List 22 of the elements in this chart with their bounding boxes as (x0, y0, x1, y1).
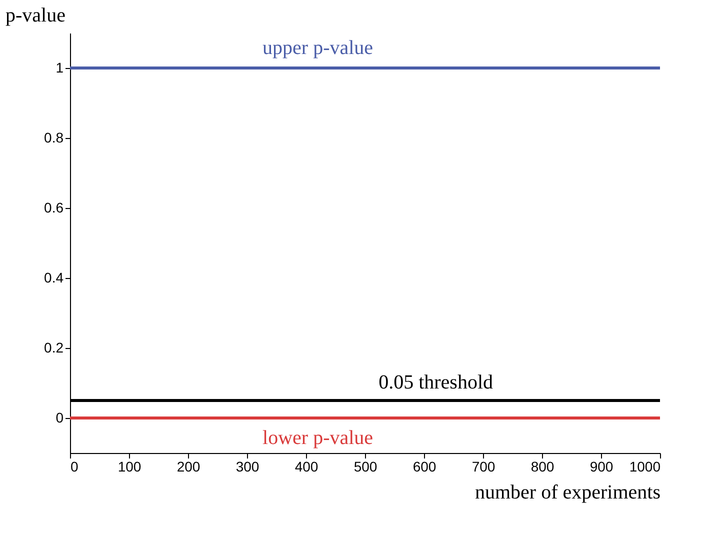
x-tick-label: 700 (472, 458, 496, 474)
y-tick-label: 0.4 (44, 270, 64, 286)
x-tick-label: 900 (590, 458, 614, 474)
y-tick-label: 0.8 (44, 130, 64, 146)
x-tick-label: 400 (294, 458, 318, 474)
x-axis-title: number of experiments (475, 482, 661, 504)
x-tick-label: 100 (118, 458, 142, 474)
x-tick-label: 800 (530, 458, 554, 474)
y-tick-label: 0.6 (44, 200, 64, 216)
x-tick-label: 200 (176, 458, 200, 474)
series-label: upper p-value (262, 37, 374, 59)
x-tick-label: 500 (354, 458, 378, 474)
ref-line-label: 0.05 threshold (378, 372, 494, 394)
x-tick-label: 0 (70, 458, 78, 474)
x-tick-label: 600 (412, 458, 436, 474)
y-tick-label: 0 (56, 410, 64, 426)
y-axis-title: p-value (6, 4, 66, 26)
x-tick-label: 1000 (629, 458, 661, 474)
x-tick-label: 300 (236, 458, 260, 474)
y-tick-label: 0.2 (44, 340, 64, 356)
y-tick-label: 1 (56, 60, 64, 76)
series-label: lower p-value (262, 427, 374, 449)
